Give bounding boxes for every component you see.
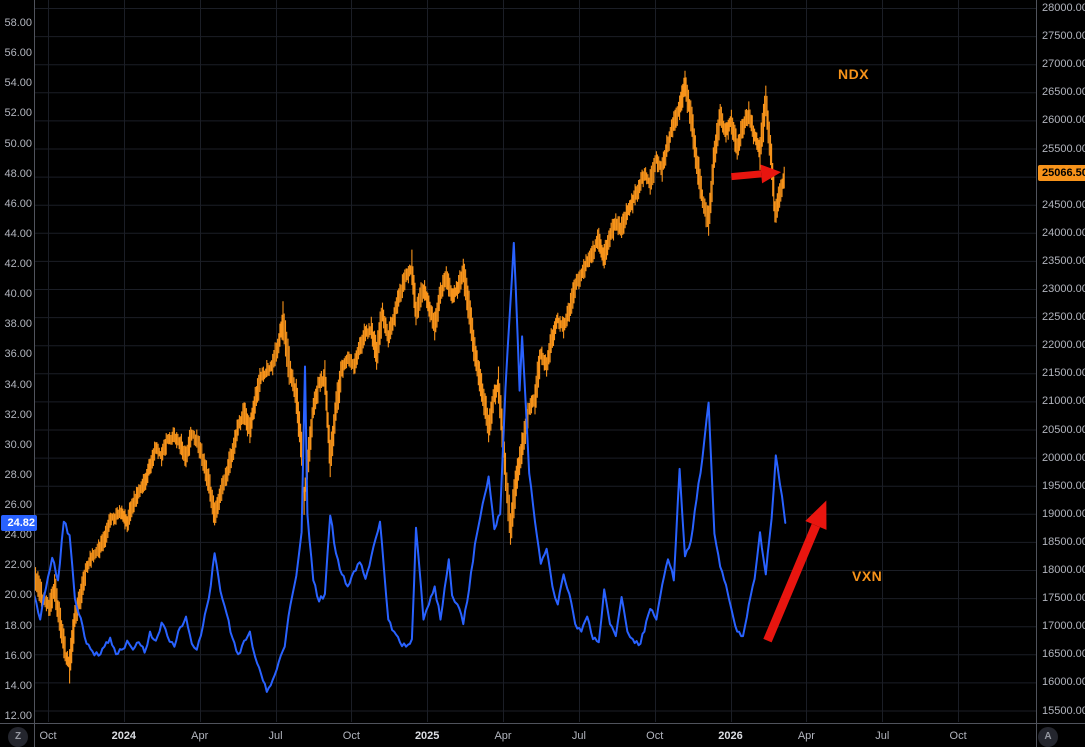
left-axis-tick: 28.00 [4,468,32,481]
right-axis-tick: 19500.00 [1042,479,1085,492]
left-axis-tick: 20.00 [4,589,32,602]
left-axis-tick: 36.00 [4,348,32,361]
left-axis-tick: 34.00 [4,378,32,391]
time-axis-tick: Apr [191,730,209,742]
left-axis-tick: 44.00 [4,227,32,240]
left-axis-tick: 24.00 [4,529,32,542]
auto-scale-button[interactable]: A [1038,727,1058,747]
left-axis-tick: 22.00 [4,559,32,572]
right-axis-tick: 16000.00 [1042,676,1085,689]
annotation-arrows [731,164,827,643]
ndx-last-value-badge: 25066.50 [1038,164,1085,181]
right-axis-tick: 18000.00 [1042,564,1085,576]
left-axis-tick: 26.00 [4,499,32,512]
left-axis-tick: 46.00 [4,197,32,210]
gridlines [35,0,1036,722]
right-axis-tick: 26000.00 [1042,114,1085,127]
time-axis-tick: 2026 [718,730,743,742]
left-axis-tick: 56.00 [4,47,32,60]
left-axis-tick: 54.00 [4,77,32,90]
left-axis-tick: 42.00 [4,258,32,271]
left-axis-tick: 16.00 [4,649,32,662]
right-axis-tick: 20000.00 [1042,451,1085,464]
time-axis-tick: Apr [797,730,815,742]
time-axis-tick: 2024 [111,730,137,742]
left-axis-tick: 18.00 [4,619,32,632]
time-axis-tick: Jul [571,730,586,742]
right-axis-tick: 15500.00 [1042,704,1085,717]
right-axis-tick: 21000.00 [1042,395,1085,408]
right-axis-tick: 18500.00 [1042,535,1085,548]
right-axis-tick: 23500.00 [1042,254,1085,267]
right-axis-tick: 23000.00 [1042,283,1085,295]
ndx-series-label: NDX [838,66,870,82]
right-axis-tick: 26500.00 [1042,86,1085,99]
right-axis-tick: 21500.00 [1042,367,1085,380]
vxn-last-value-badge: 24.82 [1,514,37,531]
time-axis-tick: Oct [646,730,664,742]
right-axis-tick: 19000.00 [1042,507,1085,520]
vxn-series-label: VXN [852,568,883,584]
right-axis-tick: 17000.00 [1042,620,1085,633]
right-axis-tick: 22000.00 [1042,339,1085,352]
left-axis-tick: 52.00 [4,107,32,120]
vxn-rising-arrow [763,500,827,643]
right-axis-tick: 22500.00 [1042,311,1085,324]
right-axis-tick: 27000.00 [1042,58,1085,71]
right-axis-tick: 27500.00 [1042,30,1085,43]
left-axis-tick: 40.00 [4,288,32,301]
right-axis-tick: 20500.00 [1042,423,1085,436]
timezone-button[interactable]: Z [8,727,28,747]
ndx-series [35,70,785,684]
right-axis-tick: 25500.00 [1042,142,1085,155]
left-axis-tick: 50.00 [4,137,32,150]
right-axis-tick: 28000.00 [1042,2,1085,14]
time-axis-tick: Oct [949,730,967,742]
time-axis-tick: Jul [875,730,890,742]
left-axis-tick: 38.00 [4,318,32,331]
ndx-last-price-arrow [731,164,782,184]
right-axis-tick: 24500.00 [1042,198,1085,211]
left-axis-tick: 32.00 [4,408,32,421]
time-axis-tick: Apr [494,730,512,742]
time-axis-tick: Oct [342,730,360,742]
time-axis-tick: Oct [39,730,57,742]
left-axis-tick: 58.00 [4,17,32,29]
right-axis-tick: 17500.00 [1042,592,1085,605]
right-axis-tick: 24000.00 [1042,226,1085,239]
vxn-series [35,241,787,693]
time-axis-tick: 2025 [414,730,440,742]
left-axis-tick: 12.00 [4,709,32,722]
right-axis-tick: 16500.00 [1042,648,1085,661]
time-axis-tick: Jul [268,730,283,742]
left-axis-tick: 48.00 [4,167,32,180]
left-axis-tick: 14.00 [4,679,32,692]
left-axis-tick: 30.00 [4,438,32,451]
